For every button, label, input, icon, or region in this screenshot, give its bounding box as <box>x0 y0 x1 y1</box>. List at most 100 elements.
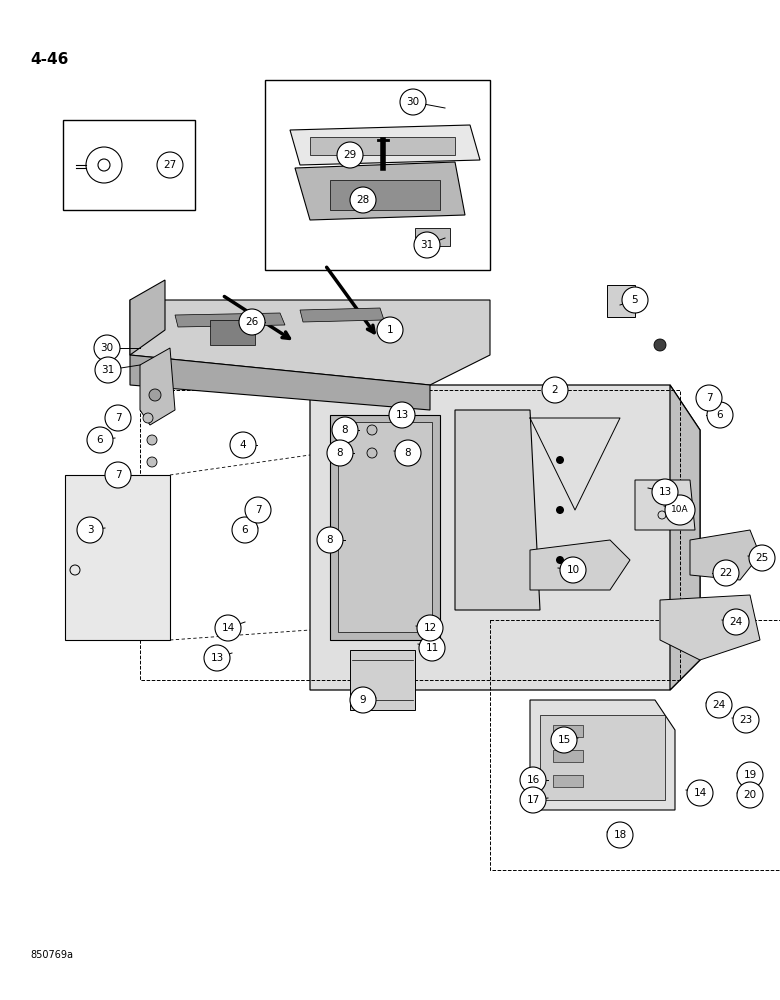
Circle shape <box>551 727 577 753</box>
Text: 14: 14 <box>222 623 235 633</box>
Polygon shape <box>65 475 170 640</box>
Circle shape <box>687 780 713 806</box>
Text: 15: 15 <box>558 735 571 745</box>
Text: 17: 17 <box>526 795 540 805</box>
Circle shape <box>149 389 161 401</box>
Bar <box>553 775 583 787</box>
Text: 29: 29 <box>343 150 356 160</box>
Text: 26: 26 <box>246 317 259 327</box>
Circle shape <box>94 335 120 361</box>
Circle shape <box>350 687 376 713</box>
Circle shape <box>520 787 546 813</box>
Circle shape <box>542 377 568 403</box>
Polygon shape <box>455 410 540 610</box>
Polygon shape <box>130 355 430 410</box>
Circle shape <box>350 187 376 213</box>
Circle shape <box>395 440 421 466</box>
Text: 13: 13 <box>211 653 224 663</box>
Text: 23: 23 <box>739 715 753 725</box>
Circle shape <box>733 707 759 733</box>
Circle shape <box>367 425 377 435</box>
Circle shape <box>98 159 110 171</box>
Text: 18: 18 <box>613 830 626 840</box>
Circle shape <box>143 413 153 423</box>
Text: 10A: 10A <box>671 506 689 514</box>
Circle shape <box>652 479 678 505</box>
Circle shape <box>417 615 443 641</box>
Circle shape <box>337 142 363 168</box>
Text: 7: 7 <box>255 505 261 515</box>
Circle shape <box>95 357 121 383</box>
Text: 7: 7 <box>115 413 122 423</box>
Bar <box>63 120 195 210</box>
Text: 7: 7 <box>706 393 712 403</box>
Polygon shape <box>670 385 700 690</box>
Text: 5: 5 <box>632 295 638 305</box>
Text: 8: 8 <box>327 535 333 545</box>
Circle shape <box>556 556 564 564</box>
Text: 6: 6 <box>242 525 248 535</box>
Circle shape <box>317 527 343 553</box>
Text: 28: 28 <box>356 195 370 205</box>
Bar <box>265 80 490 270</box>
Circle shape <box>556 456 564 464</box>
Text: 8: 8 <box>337 448 343 458</box>
Circle shape <box>723 609 749 635</box>
Circle shape <box>377 317 403 343</box>
Polygon shape <box>635 480 695 530</box>
Text: 24: 24 <box>729 617 743 627</box>
Text: 13: 13 <box>395 410 409 420</box>
Polygon shape <box>330 415 440 640</box>
Circle shape <box>77 517 103 543</box>
Polygon shape <box>690 530 760 580</box>
Polygon shape <box>175 313 285 327</box>
Circle shape <box>665 495 695 525</box>
Circle shape <box>87 427 113 453</box>
Text: 30: 30 <box>406 97 420 107</box>
Circle shape <box>706 692 732 718</box>
Bar <box>415 228 450 246</box>
Circle shape <box>367 448 377 458</box>
Text: 3: 3 <box>87 525 94 535</box>
Circle shape <box>147 457 157 467</box>
Circle shape <box>230 432 256 458</box>
Circle shape <box>414 232 440 258</box>
Text: 6: 6 <box>97 435 103 445</box>
Polygon shape <box>130 300 490 385</box>
Bar <box>490 620 780 870</box>
Circle shape <box>707 402 733 428</box>
Circle shape <box>520 767 546 793</box>
Bar <box>210 320 255 345</box>
Circle shape <box>556 506 564 514</box>
Circle shape <box>400 89 426 115</box>
Text: 11: 11 <box>425 643 438 653</box>
Circle shape <box>696 385 722 411</box>
Text: 6: 6 <box>717 410 723 420</box>
Text: 1: 1 <box>387 325 393 335</box>
Circle shape <box>713 560 739 586</box>
Bar <box>140 390 680 680</box>
Polygon shape <box>290 125 480 165</box>
Polygon shape <box>295 162 465 220</box>
Text: 7: 7 <box>115 470 122 480</box>
Polygon shape <box>350 650 415 710</box>
Text: 27: 27 <box>163 160 176 170</box>
Circle shape <box>749 545 775 571</box>
Circle shape <box>327 440 353 466</box>
Circle shape <box>419 635 445 661</box>
Text: 8: 8 <box>405 448 411 458</box>
Circle shape <box>105 405 131 431</box>
Text: 9: 9 <box>360 695 367 705</box>
Text: 24: 24 <box>712 700 725 710</box>
Circle shape <box>654 339 666 351</box>
Circle shape <box>737 782 763 808</box>
Circle shape <box>157 152 183 178</box>
Text: 31: 31 <box>101 365 115 375</box>
Bar <box>553 750 583 762</box>
Circle shape <box>389 402 415 428</box>
Text: 19: 19 <box>743 770 757 780</box>
Polygon shape <box>660 595 760 660</box>
Circle shape <box>215 615 241 641</box>
Circle shape <box>147 435 157 445</box>
Text: 4: 4 <box>239 440 246 450</box>
